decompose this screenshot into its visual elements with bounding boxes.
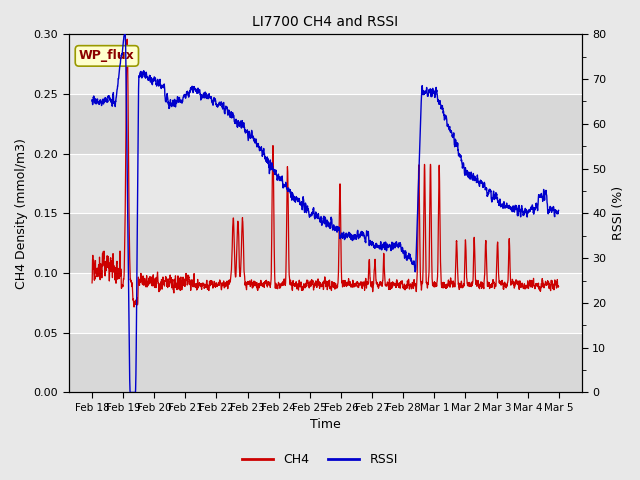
Bar [68,35,582,94]
Bar [68,154,582,214]
Y-axis label: RSSI (%): RSSI (%) [612,186,625,240]
Bar [68,94,582,154]
Title: LI7700 CH4 and RSSI: LI7700 CH4 and RSSI [252,15,398,29]
Bar [68,214,582,273]
Bar [68,333,582,393]
Y-axis label: CH4 Density (mmol/m3): CH4 Density (mmol/m3) [15,138,28,289]
X-axis label: Time: Time [310,419,340,432]
Legend: CH4, RSSI: CH4, RSSI [237,448,403,471]
Text: WP_flux: WP_flux [79,49,135,62]
Bar [68,273,582,333]
